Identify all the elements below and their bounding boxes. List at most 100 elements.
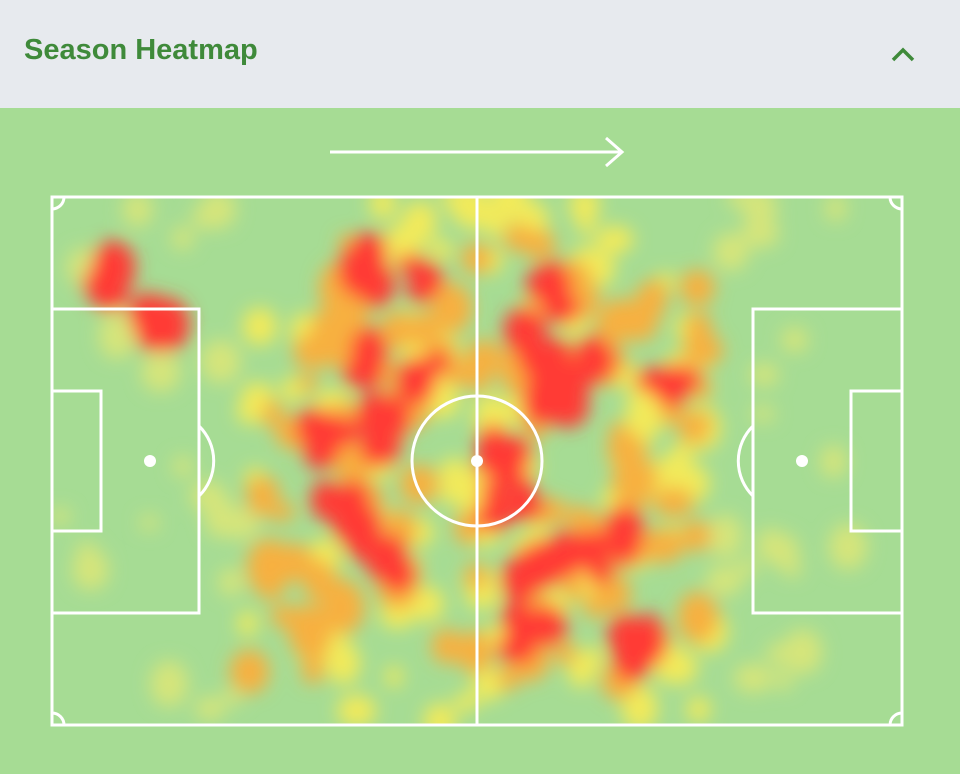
heat-blob [705, 566, 743, 596]
heat-blob [555, 640, 576, 666]
heat-blob [431, 628, 463, 664]
heat-blob [222, 689, 243, 705]
heat-blob [642, 528, 684, 564]
heat-blob [685, 311, 712, 345]
heat-blob [122, 197, 153, 227]
heat-blob [707, 514, 743, 558]
heat-blob [607, 225, 627, 239]
heat-blob [150, 660, 188, 707]
heat-blob [258, 579, 283, 600]
heat-blob [173, 456, 193, 477]
heat-blob [567, 654, 596, 688]
heat-blob [464, 252, 486, 273]
heat-blob [660, 402, 685, 426]
heat-blob [820, 445, 847, 478]
heat-blob [72, 549, 109, 591]
heat-blob [825, 197, 847, 222]
heat-blob [413, 261, 444, 298]
heat-blob [230, 515, 248, 537]
heat-blob [423, 703, 456, 725]
heat-blob [782, 557, 802, 578]
heat-blob [457, 630, 493, 674]
heat-blob [268, 502, 295, 522]
heat-blob [303, 434, 339, 470]
heat-blob [510, 475, 535, 501]
heat-blob [573, 352, 604, 385]
heat-blob [352, 248, 387, 288]
pitch-lines [50, 136, 904, 727]
heat-blob [379, 311, 415, 350]
heat-blob [134, 305, 173, 352]
heat-blob [733, 663, 773, 693]
heat-blob [569, 197, 600, 223]
heat-blob [219, 568, 243, 596]
heat-blob [678, 420, 709, 445]
heat-blob [325, 287, 369, 341]
heat-blob [192, 205, 220, 230]
heat-blob [293, 333, 330, 370]
heat-blob [565, 505, 592, 529]
header: Season Heatmap [0, 0, 960, 108]
collapse-toggle[interactable] [889, 45, 919, 65]
heat-blob [396, 357, 437, 405]
heat-blob [274, 543, 315, 582]
heat-blob [766, 643, 788, 665]
heat-blob [652, 373, 680, 404]
heat-blob [679, 269, 715, 306]
heat-blob [465, 339, 502, 378]
heat-blob [326, 641, 361, 685]
heat-blob [523, 374, 565, 404]
heat-blob [496, 634, 537, 663]
heat-blob [200, 340, 241, 384]
heat-blob [245, 477, 280, 505]
heat-blob [453, 693, 479, 712]
heat-blob [653, 487, 695, 517]
heat-blob [829, 523, 868, 570]
heat-blob [236, 397, 267, 425]
heat-blob [369, 197, 396, 219]
heat-blob [621, 685, 658, 725]
heat-blob [89, 271, 129, 312]
heat-blob [479, 480, 510, 502]
heat-blob [356, 391, 395, 441]
penalty-spot [796, 455, 808, 467]
heat-blob [526, 605, 568, 647]
heat-blob [301, 657, 325, 685]
heat-blob [499, 435, 532, 473]
heat-blob [411, 586, 444, 622]
heat-blob [195, 696, 225, 721]
heat-blob [483, 209, 508, 237]
heat-blob [531, 260, 572, 311]
heat-blob [475, 499, 512, 533]
heat-blob [429, 239, 453, 260]
chevron [891, 47, 915, 62]
heat-blob [503, 306, 547, 356]
heat-blob [242, 307, 277, 346]
title: Season Heatmap [24, 34, 258, 66]
heat-blob [562, 576, 585, 601]
heat-blob [442, 358, 474, 387]
heat-blob [439, 458, 470, 491]
heat-blob [610, 542, 637, 566]
heat-blob [571, 530, 611, 569]
heat-blob [381, 556, 416, 593]
heat-blob [312, 480, 339, 502]
heat-blob [634, 463, 659, 489]
heat-blob [336, 480, 370, 510]
penalty-spot [144, 455, 156, 467]
heat-blob [681, 520, 713, 552]
heat-blob [171, 226, 194, 250]
goal-box [50, 389, 103, 533]
heat-blob [635, 281, 668, 320]
heat-blob [501, 599, 533, 639]
heat-blob [528, 523, 548, 541]
heat-blob [500, 557, 540, 603]
center-spot [471, 455, 483, 467]
heat-blob [577, 214, 595, 235]
heat-blob [288, 604, 332, 660]
heat-blob [749, 363, 779, 386]
heat-blob [337, 694, 376, 725]
arrow-head [605, 136, 625, 168]
heat-blob [660, 450, 693, 487]
heat-blob [498, 664, 520, 691]
